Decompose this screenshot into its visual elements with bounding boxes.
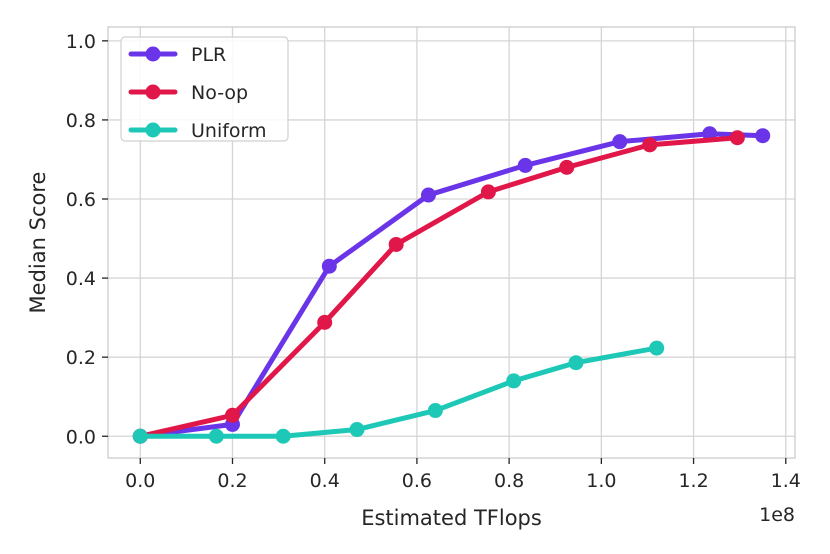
data-point	[649, 340, 665, 356]
series-line	[137, 135, 740, 439]
legend-label: Uniform	[191, 120, 267, 142]
legend-item: No-op	[128, 82, 248, 104]
data-point	[729, 130, 745, 146]
series-plr	[132, 126, 771, 444]
data-point	[275, 428, 291, 444]
data-point	[517, 157, 533, 173]
y-tick-label-0: 0.0	[66, 426, 96, 448]
legend-item: PLR	[128, 44, 226, 66]
y-tick-label-4: 0.8	[66, 110, 96, 132]
axis-ticks: 0.0 0.2 0.4 0.6 0.8 1.0 1.2 1.4 0.0 0.2 0.4 0.6 0.8 1…	[66, 31, 801, 492]
data-point	[317, 314, 333, 330]
data-point	[568, 355, 584, 371]
legend: PLR No-op Uniform	[120, 36, 289, 142]
x-tick-label-0: 0.0	[125, 470, 155, 492]
y-tick-label-3: 0.6	[66, 189, 96, 211]
data-point	[132, 428, 148, 444]
y-tick-label-5: 1.0	[66, 31, 96, 53]
x-tick-label-7: 1.4	[771, 470, 801, 492]
x-tick-label-2: 0.4	[310, 470, 340, 492]
legend-swatch-marker	[145, 84, 161, 100]
legend-label: No-op	[191, 82, 248, 104]
data-point	[388, 236, 404, 252]
y-tick-label-2: 0.4	[66, 268, 96, 290]
x-tick-label-5: 1.0	[586, 470, 616, 492]
data-point	[755, 128, 771, 144]
legend-swatch-marker	[145, 122, 161, 138]
data-point	[506, 373, 522, 389]
data-point	[480, 184, 496, 200]
legend-label: PLR	[191, 44, 226, 66]
data-point	[208, 428, 224, 444]
series-no-op	[132, 130, 745, 444]
data-point	[427, 403, 443, 419]
series-line	[137, 345, 660, 439]
data-point	[642, 137, 658, 153]
data-point	[559, 159, 575, 175]
legend-item: Uniform	[128, 120, 267, 142]
data-point	[420, 187, 436, 203]
series-uniform	[132, 340, 665, 444]
grid	[108, 27, 795, 458]
x-tick-label-1: 0.2	[217, 470, 247, 492]
data-point	[321, 258, 337, 274]
legend-swatch-marker	[145, 46, 161, 62]
x-tick-label-3: 0.6	[402, 470, 432, 492]
x-tick-label-4: 0.8	[494, 470, 524, 492]
y-tick-label-1: 0.2	[66, 347, 96, 369]
y-axis-label: Median Score	[26, 172, 50, 314]
x-axis-offset-label: 1e8	[759, 504, 795, 526]
legend-box	[120, 36, 289, 142]
series-line	[137, 131, 766, 439]
series-layer	[132, 126, 771, 444]
data-point	[224, 407, 240, 423]
data-point	[349, 422, 365, 438]
data-point	[612, 134, 628, 150]
plot-frame	[107, 26, 796, 459]
x-axis-label: Estimated TFlops	[361, 506, 542, 530]
x-tick-label-6: 1.2	[678, 470, 708, 492]
